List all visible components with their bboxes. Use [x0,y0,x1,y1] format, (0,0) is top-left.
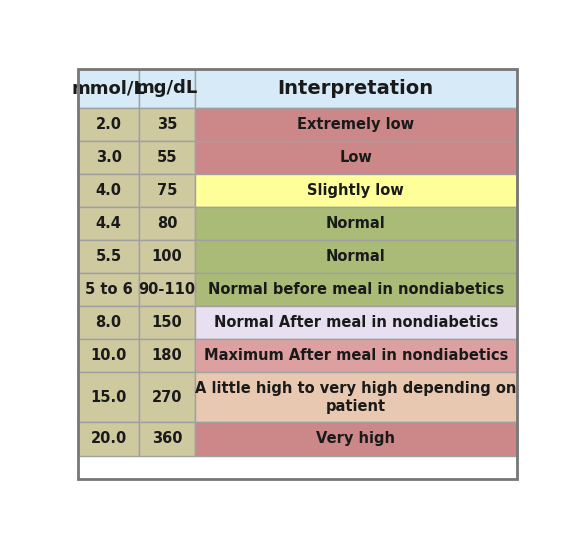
Bar [139,207,195,240]
Text: Very high: Very high [316,432,396,446]
Bar [195,240,517,273]
Bar [195,372,517,422]
Bar [139,69,195,108]
Text: Interpretation: Interpretation [278,79,434,98]
Text: 5 to 6: 5 to 6 [85,282,132,297]
Text: 150: 150 [152,315,183,330]
Text: 2.0: 2.0 [96,117,122,131]
Bar [78,339,139,372]
Text: 100: 100 [152,249,183,264]
Text: 55: 55 [157,150,177,165]
Bar [78,372,139,422]
Bar [78,69,139,108]
Text: 35: 35 [157,117,177,131]
Text: Low: Low [339,150,372,165]
Bar [139,422,195,456]
Bar [78,174,139,207]
Text: 20.0: 20.0 [90,432,126,446]
Text: 180: 180 [152,349,183,363]
Bar [78,108,139,141]
Bar [78,141,139,174]
Bar [139,306,195,339]
Text: Extremely low: Extremely low [297,117,414,131]
Bar [195,141,517,174]
Bar [139,174,195,207]
Text: Normal: Normal [326,216,386,231]
Text: 5.5: 5.5 [96,249,122,264]
Text: Maximum After meal in nondiabetics: Maximum After meal in nondiabetics [204,349,508,363]
Bar [195,273,517,306]
Bar [195,207,517,240]
Bar [78,306,139,339]
Text: 3.0: 3.0 [96,150,122,165]
Bar [78,240,139,273]
Text: 270: 270 [152,390,182,405]
Text: 10.0: 10.0 [90,349,127,363]
Text: 80: 80 [157,216,177,231]
Bar [139,273,195,306]
Bar [195,69,517,108]
Text: Normal After meal in nondiabetics: Normal After meal in nondiabetics [213,315,498,330]
Text: 8.0: 8.0 [96,315,122,330]
Text: 4.4: 4.4 [96,216,122,231]
Bar [195,339,517,372]
Text: 15.0: 15.0 [90,390,127,405]
Bar [78,422,139,456]
Bar [195,422,517,456]
Bar [139,240,195,273]
Text: Slightly low: Slightly low [307,183,404,198]
Bar [78,207,139,240]
Bar [78,273,139,306]
Text: Normal before meal in nondiabetics: Normal before meal in nondiabetics [208,282,504,297]
Text: 90-110: 90-110 [139,282,195,297]
Bar [139,372,195,422]
Bar [195,174,517,207]
Text: 360: 360 [152,432,182,446]
Text: 75: 75 [157,183,177,198]
Text: mmol/L: mmol/L [72,79,146,97]
Bar [195,306,517,339]
Text: mg/dL: mg/dL [136,79,198,97]
Text: Normal: Normal [326,249,386,264]
Text: A little high to very high depending on
patient: A little high to very high depending on … [195,381,516,414]
Bar [139,339,195,372]
Text: 4.0: 4.0 [96,183,122,198]
Bar [139,141,195,174]
Bar [139,108,195,141]
Bar [195,108,517,141]
